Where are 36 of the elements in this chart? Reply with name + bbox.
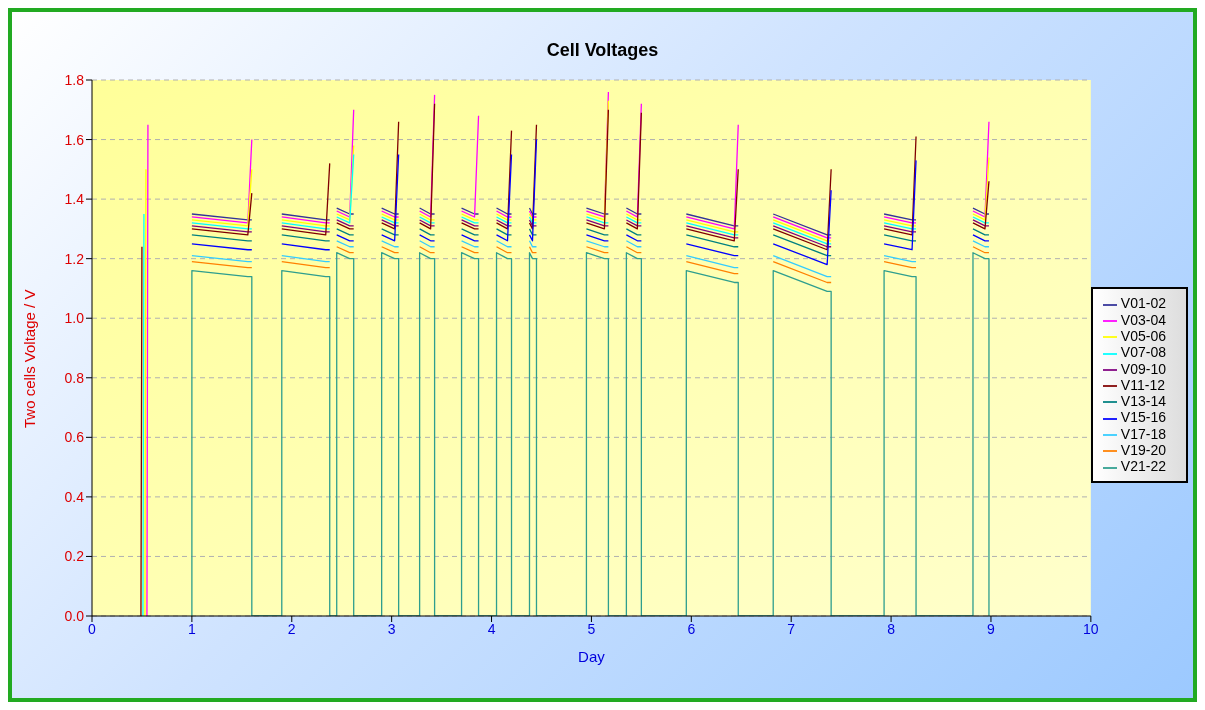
x-tick-label: 2 <box>287 620 296 637</box>
y-tick-label: 1.6 <box>64 131 85 148</box>
x-tick-label: 6 <box>687 620 696 637</box>
legend-label: V17-18 <box>1120 425 1166 442</box>
legend-label: V05-06 <box>1120 327 1166 344</box>
legend-label: V19-20 <box>1120 442 1166 459</box>
x-tick-label: 10 <box>1083 620 1099 637</box>
y-tick-label: 0.6 <box>64 429 85 446</box>
legend-label: V11-12 <box>1120 376 1165 393</box>
x-tick-label: 3 <box>387 620 396 637</box>
legend-label: V01-02 <box>1120 295 1166 312</box>
legend-label: V03-04 <box>1120 311 1166 328</box>
y-tick-label: 1.0 <box>64 310 85 327</box>
y-axis-title: Two cells Voltage / V <box>21 289 39 428</box>
y-tick-label: 0.2 <box>64 548 85 565</box>
legend-label: V13-14 <box>1120 393 1166 410</box>
x-tick-label: 5 <box>587 620 596 637</box>
y-tick-label: 0.4 <box>64 488 85 505</box>
x-tick-label: 1 <box>187 620 196 637</box>
legend-label: V15-16 <box>1120 409 1166 426</box>
legend-label: V21-22 <box>1120 458 1166 475</box>
y-tick-label: 1.4 <box>64 191 85 208</box>
x-tick-label: 4 <box>487 620 496 637</box>
x-tick-label: 8 <box>887 620 896 637</box>
legend-label: V07-08 <box>1120 344 1166 361</box>
x-tick-label: 0 <box>88 620 97 637</box>
line-series <box>191 252 990 616</box>
legend-label: V09-10 <box>1120 360 1166 377</box>
y-tick-label: 1.8 <box>64 71 85 88</box>
chart-title: Cell Voltages <box>545 39 660 62</box>
x-axis-title: Day <box>578 648 606 665</box>
y-tick-label: 1.2 <box>64 250 85 267</box>
y-tick-label: 0.8 <box>64 369 85 386</box>
y-tick-label: 0.0 <box>64 607 85 624</box>
x-tick-label: 7 <box>787 620 796 637</box>
x-tick-label: 9 <box>987 620 996 637</box>
